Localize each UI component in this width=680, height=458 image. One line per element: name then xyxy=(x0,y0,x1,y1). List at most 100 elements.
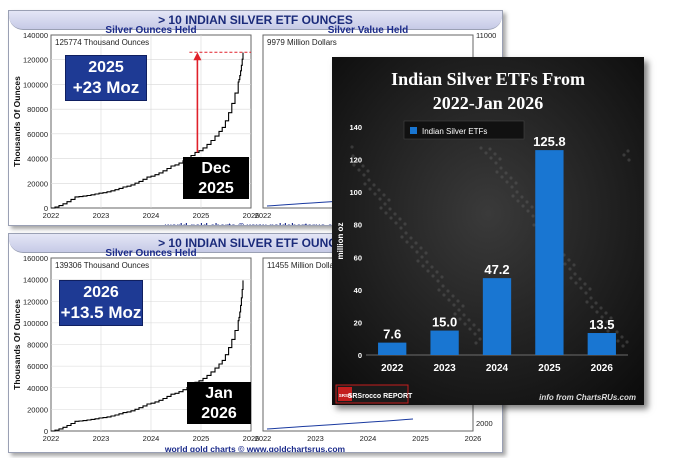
map-dot xyxy=(367,178,371,182)
map-dot xyxy=(585,300,589,304)
map-dot xyxy=(567,258,571,262)
map-dot xyxy=(414,241,418,245)
map-dot xyxy=(431,274,435,278)
map-dot xyxy=(372,183,376,187)
map-dot xyxy=(378,197,382,201)
poster-y-tick: 60 xyxy=(354,253,362,262)
map-dot xyxy=(440,275,444,279)
map-dot xyxy=(409,236,413,240)
right-subtitle: Silver Value Held xyxy=(328,25,409,36)
map-dot xyxy=(457,308,461,312)
logo-mark xyxy=(338,387,352,401)
map-dot xyxy=(572,263,576,267)
map-dot xyxy=(494,161,498,165)
map-dot xyxy=(419,246,423,250)
x-category-label: 2026 xyxy=(591,363,614,374)
map-dot xyxy=(410,245,414,249)
map-dot xyxy=(605,320,609,324)
map-dot xyxy=(437,288,441,292)
right-x-tick-label: 2022 xyxy=(255,434,272,443)
x-tick-label: 2024 xyxy=(143,434,160,443)
y-tick-label: 120000 xyxy=(23,297,48,306)
map-dot xyxy=(606,329,610,333)
map-dot xyxy=(446,289,450,293)
footer-credit: world gold charts © www.goldchartsrus.co… xyxy=(164,444,346,452)
footer-credit: world gold charts © www.goldchartsrus.co… xyxy=(164,221,346,225)
right-x-tick-label: 2024 xyxy=(360,434,377,443)
right-x-tick-label: 2025 xyxy=(412,434,429,443)
map-dot xyxy=(383,202,387,206)
map-dot xyxy=(532,223,536,227)
map-dot xyxy=(498,157,502,161)
right-x-tick-label: 2022 xyxy=(255,211,272,220)
map-dot xyxy=(521,204,525,208)
x-category-label: 2025 xyxy=(538,363,561,374)
map-dot xyxy=(351,154,355,158)
poster-y-tick: 100 xyxy=(349,188,362,197)
poster-y-tick: 40 xyxy=(354,286,362,295)
poster-y-tick: 140 xyxy=(349,123,362,132)
map-dot xyxy=(604,311,608,315)
y-tick-label: 40000 xyxy=(27,155,48,164)
map-dot xyxy=(489,156,493,160)
x-tick-label: 2023 xyxy=(93,211,110,220)
y-tick-label: 0 xyxy=(44,204,48,213)
map-dot xyxy=(622,153,626,157)
map-dot xyxy=(526,209,530,213)
map-dot xyxy=(579,286,583,290)
y-tick-label: 60000 xyxy=(27,130,48,139)
map-dot xyxy=(426,269,430,273)
map-dot xyxy=(356,159,360,163)
poster-y-label: million oz xyxy=(336,223,345,260)
map-dot xyxy=(421,264,425,268)
map-dot xyxy=(361,164,365,168)
map-dot xyxy=(387,198,391,202)
callout-month: Dec xyxy=(201,160,231,177)
map-dot xyxy=(505,180,509,184)
callout-month: Jan xyxy=(205,385,233,402)
map-dot xyxy=(436,279,440,283)
map-dot xyxy=(589,296,593,300)
map-dot xyxy=(477,328,481,332)
map-dot xyxy=(583,282,587,286)
x-tick-label: 2024 xyxy=(143,211,160,220)
map-dot xyxy=(453,312,457,316)
map-dot xyxy=(621,344,625,348)
map-dot xyxy=(435,270,439,274)
map-dot xyxy=(394,221,398,225)
map-dot xyxy=(615,330,619,334)
map-dot xyxy=(398,217,402,221)
y-tick-label: 100000 xyxy=(23,80,48,89)
map-dot xyxy=(384,211,388,215)
map-dot xyxy=(467,318,471,322)
x-tick-label: 2026 xyxy=(243,211,260,220)
map-dot xyxy=(424,251,428,255)
x-category-label: 2023 xyxy=(433,363,456,374)
callout-year: 2025 xyxy=(198,180,234,197)
map-dot xyxy=(416,259,420,263)
silver-ounces-line xyxy=(51,280,244,432)
map-dot xyxy=(430,265,434,269)
callout-2026-gain: 2026 +13.5 Moz xyxy=(59,280,143,326)
bar-value-label: 7.6 xyxy=(383,327,401,342)
map-dot xyxy=(620,335,624,339)
map-dot xyxy=(573,272,577,276)
map-dot xyxy=(627,158,631,162)
y-tick-label: 160000 xyxy=(23,254,48,263)
map-dot xyxy=(609,316,613,320)
callout-year: 2025 xyxy=(88,59,124,76)
map-dot xyxy=(495,170,499,174)
map-dot xyxy=(441,284,445,288)
map-dot xyxy=(388,207,392,211)
map-dot xyxy=(484,151,488,155)
map-dot xyxy=(357,168,361,172)
y-tick-label: 0 xyxy=(44,427,48,436)
poster-bar-chart: Indian Silver ETFs From 2022-Jan 2026 Indi… xyxy=(332,57,644,405)
map-dot xyxy=(590,305,594,309)
map-dot xyxy=(474,341,478,345)
bar-value-label: 15.0 xyxy=(432,315,457,330)
map-dot xyxy=(400,235,404,239)
map-dot xyxy=(420,255,424,259)
map-dot xyxy=(500,175,504,179)
bar-value-label: 13.5 xyxy=(589,317,614,332)
